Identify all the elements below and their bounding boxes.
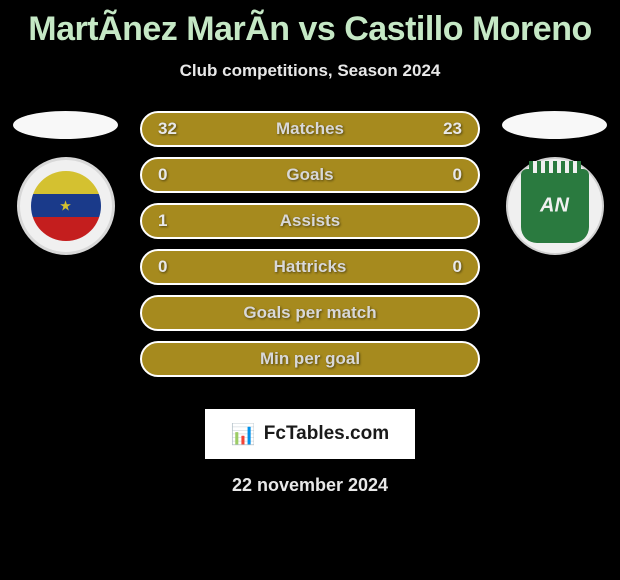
stat-right-value: 0 xyxy=(432,165,462,185)
stat-row-matches: 32 Matches 23 xyxy=(140,111,480,147)
stat-label: Hattricks xyxy=(274,257,347,277)
right-club-logo: AN xyxy=(506,157,604,255)
stat-row-min-per-goal: Min per goal xyxy=(140,341,480,377)
left-club-logo: ★ xyxy=(17,157,115,255)
stat-row-goals-per-match: Goals per match xyxy=(140,295,480,331)
stat-label: Assists xyxy=(280,211,340,231)
stat-label: Goals xyxy=(286,165,333,185)
comparison-subtitle: Club competitions, Season 2024 xyxy=(0,61,620,81)
site-branding-badge[interactable]: 📊 FcTables.com xyxy=(205,409,415,459)
left-player-avatar-placeholder xyxy=(13,111,118,139)
stat-row-assists: 1 Assists xyxy=(140,203,480,239)
stat-label: Goals per match xyxy=(243,303,376,323)
nacional-crenellation-icon xyxy=(529,161,581,173)
stat-left-value: 32 xyxy=(158,119,188,139)
stats-column: 32 Matches 23 0 Goals 0 1 Assists 0 Hatt… xyxy=(140,111,480,387)
footer-date: 22 november 2024 xyxy=(0,475,620,496)
nacional-letters: AN xyxy=(540,195,569,218)
comparison-title: MartÃ­nez MarÃ­n vs Castillo Moreno xyxy=(0,0,620,49)
stat-row-hattricks: 0 Hattricks 0 xyxy=(140,249,480,285)
stat-left-value: 0 xyxy=(158,257,188,277)
left-player-column: ★ xyxy=(8,111,123,255)
stat-right-value: 0 xyxy=(432,257,462,277)
right-player-column: AN xyxy=(497,111,612,255)
stat-left-value: 0 xyxy=(158,165,188,185)
right-player-avatar-placeholder xyxy=(502,111,607,139)
stat-left-value: 1 xyxy=(158,211,188,231)
comparison-panel: ★ AN 32 Matches 23 0 Goals 0 1 Assists xyxy=(0,111,620,401)
nacional-shield-icon: AN xyxy=(521,169,589,243)
stat-row-goals: 0 Goals 0 xyxy=(140,157,480,193)
site-name: FcTables.com xyxy=(264,423,389,445)
stat-label: Min per goal xyxy=(260,349,360,369)
pasto-shield-icon: ★ xyxy=(31,171,101,241)
star-icon: ★ xyxy=(59,198,72,215)
stat-right-value: 23 xyxy=(432,119,462,139)
chart-icon: 📊 xyxy=(231,422,256,447)
stat-label: Matches xyxy=(276,119,344,139)
